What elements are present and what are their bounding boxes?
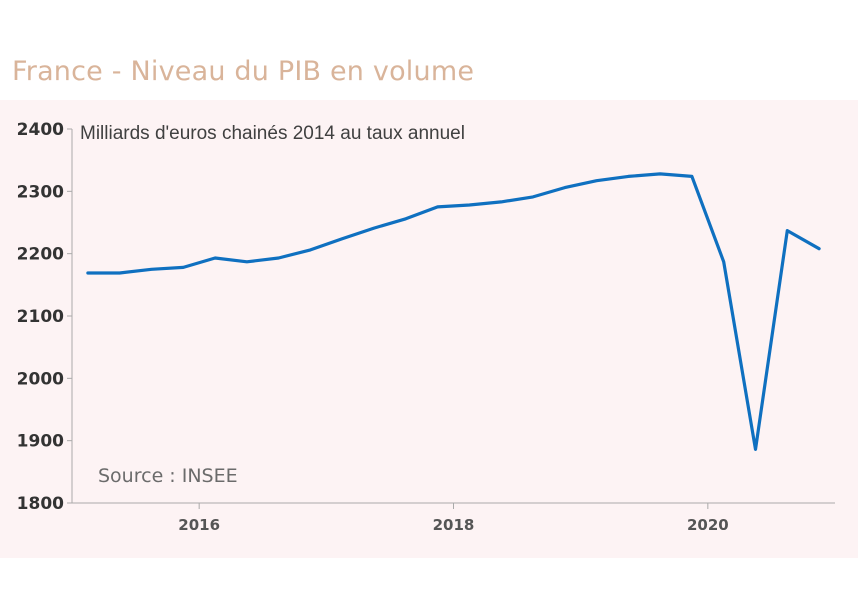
x-tick-labels: 2016 2018 2020 [178, 503, 729, 534]
chart-axes [71, 129, 835, 504]
y-tick-label: 2100 [17, 307, 64, 327]
y-tick-label: 2000 [17, 369, 64, 389]
source-label: Source : INSEE [98, 465, 238, 487]
unit-label: Milliards d'euros chainés 2014 au taux a… [80, 123, 465, 144]
x-tick-label: 2020 [687, 516, 729, 534]
page-title: France - Niveau du PIB en volume [12, 56, 475, 87]
y-tick-label: 1800 [17, 494, 64, 514]
x-tick-label: 2018 [433, 516, 475, 534]
x-tick-label: 2016 [178, 516, 220, 534]
series-line [86, 172, 821, 451]
series-group [86, 172, 821, 451]
y-tick-label: 2300 [17, 182, 64, 202]
y-tick-label: 1900 [17, 432, 64, 452]
y-tick-labels: 1800 1900 2000 2100 2200 2300 2400 [17, 120, 72, 514]
y-tick-label: 2400 [17, 120, 64, 140]
chart-panel [0, 100, 858, 558]
y-tick-label: 2200 [17, 245, 64, 265]
